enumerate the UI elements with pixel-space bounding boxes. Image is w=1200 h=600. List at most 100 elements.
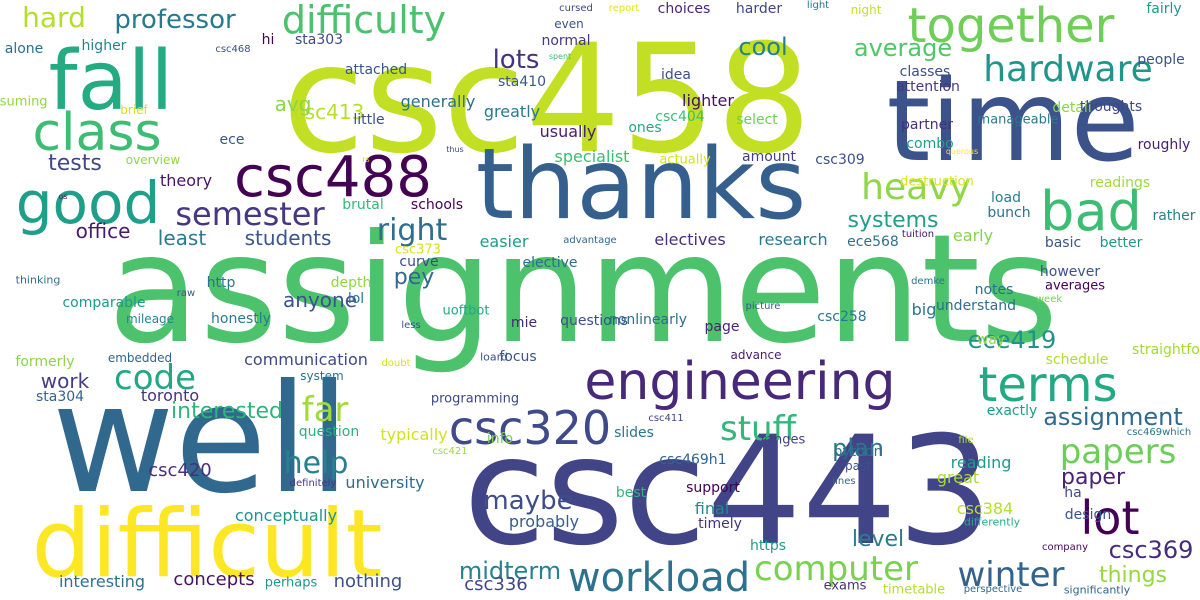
word-easier: easier bbox=[479, 232, 529, 251]
word-winter: winter bbox=[957, 555, 1065, 595]
word-time: time bbox=[886, 57, 1140, 187]
word-significantly: significantly bbox=[1063, 583, 1131, 597]
word-advantage: advantage bbox=[563, 235, 617, 246]
word-csc320: csc320 bbox=[448, 401, 612, 455]
word-people: people bbox=[1137, 52, 1185, 68]
word-ones: ones bbox=[628, 120, 662, 136]
word-university: university bbox=[345, 473, 425, 492]
word-rs: rs bbox=[362, 155, 370, 164]
word-even: even bbox=[554, 17, 584, 31]
word-destruction: destruction bbox=[900, 174, 974, 190]
word-differently: differently bbox=[963, 515, 1021, 529]
word-actually: actually bbox=[659, 152, 711, 168]
word-interesting: interesting bbox=[58, 572, 146, 591]
word-questions: questions bbox=[560, 313, 628, 329]
word-perspective: perspective bbox=[963, 584, 1023, 595]
word-classes: classes bbox=[899, 64, 951, 80]
word-detail: detail bbox=[1052, 100, 1092, 116]
word-theory: theory bbox=[159, 171, 213, 190]
word-students: students bbox=[244, 226, 332, 250]
word-notes: notes bbox=[974, 282, 1014, 298]
word-design: design bbox=[1064, 507, 1112, 523]
word-csc469h1: csc469h1 bbox=[659, 452, 727, 468]
word-bunch: bunch bbox=[987, 205, 1031, 221]
word-combo: combo bbox=[906, 136, 954, 152]
word-code: code bbox=[114, 358, 196, 398]
word-advance: advance bbox=[730, 348, 782, 362]
word-thus: thus bbox=[446, 145, 464, 154]
word-sta304: sta304 bbox=[35, 389, 85, 405]
word-csc258: csc258 bbox=[817, 309, 867, 325]
word-greatly: greatly bbox=[483, 102, 541, 121]
word-schedule: schedule bbox=[1045, 352, 1109, 368]
word-plan: plan bbox=[832, 434, 884, 462]
word-averages: averages bbox=[1045, 278, 1105, 294]
word-way: way bbox=[976, 332, 1006, 348]
word-research: research bbox=[758, 230, 828, 249]
word-cursed: cursed bbox=[559, 3, 593, 14]
word-heavy: heavy bbox=[861, 167, 971, 208]
word-difficult: difficult bbox=[31, 490, 383, 599]
word-querous: querous bbox=[945, 147, 979, 156]
word-mie: mie bbox=[510, 315, 538, 331]
word-embedded: embedded bbox=[107, 351, 173, 365]
word-info: info bbox=[486, 431, 514, 447]
word-mileage: mileage bbox=[125, 312, 175, 326]
word-csc404: csc404 bbox=[655, 109, 705, 125]
word-sta410: sta410 bbox=[497, 74, 547, 90]
word-right: right bbox=[376, 213, 448, 248]
word-together: together bbox=[907, 0, 1115, 54]
word-alone: alone bbox=[4, 41, 44, 57]
word-support: support bbox=[686, 480, 740, 496]
word-csc413: csc413 bbox=[293, 100, 365, 124]
word-idea: idea bbox=[661, 67, 691, 83]
word-system: system bbox=[300, 369, 344, 383]
word-class: class bbox=[32, 103, 162, 163]
word-roughly: roughly bbox=[1137, 137, 1191, 153]
word-nonlinearly: nonlinearly bbox=[608, 312, 688, 328]
word-csc411: csc411 bbox=[648, 413, 684, 424]
word-avg: avg bbox=[274, 92, 312, 116]
word-exams: exams bbox=[823, 578, 867, 594]
word-ece568: ece568 bbox=[847, 234, 899, 250]
word-good: good bbox=[15, 169, 161, 237]
word-loard: loard bbox=[480, 350, 508, 364]
word-ranges: ranges bbox=[760, 432, 806, 448]
word-far: far bbox=[301, 390, 349, 430]
word-demke: demke bbox=[911, 276, 945, 287]
word-definitely: definitely bbox=[289, 478, 337, 489]
word-timetable: timetable bbox=[882, 582, 946, 598]
word-better: better bbox=[1099, 235, 1143, 251]
word-understand: understand bbox=[935, 298, 1017, 314]
word-elective: elective bbox=[522, 255, 578, 271]
word-assignment: assignment bbox=[1043, 403, 1183, 431]
word-ha: ha bbox=[1064, 485, 1082, 501]
word-electives: electives bbox=[654, 230, 726, 249]
word-brutal: brutal bbox=[342, 197, 384, 213]
word-raw: raw bbox=[176, 288, 196, 299]
word-average: average bbox=[853, 34, 953, 62]
word-least: least bbox=[157, 226, 207, 250]
word-load: load bbox=[991, 190, 1021, 206]
word-attention: attention bbox=[896, 79, 960, 95]
word-csc373: csc373 bbox=[395, 242, 441, 258]
word-concepts: concepts bbox=[173, 569, 255, 590]
word-manageable: manageable bbox=[977, 112, 1059, 128]
word-lots: lots bbox=[492, 45, 540, 75]
word-light: light bbox=[806, 0, 830, 11]
word-perhaps: perhaps bbox=[264, 575, 318, 591]
word-lot: lot bbox=[1080, 491, 1140, 545]
word-engineering: engineering bbox=[584, 352, 896, 412]
word-focus: focus bbox=[499, 349, 537, 365]
word-ece: ece bbox=[219, 132, 245, 148]
word-semester: semester bbox=[175, 195, 325, 233]
word-rather: rather bbox=[1152, 208, 1196, 224]
word-conceptually: conceptually bbox=[234, 506, 338, 525]
word-difficulty: difficulty bbox=[281, 0, 447, 42]
word-straightforward: straightforward bbox=[1132, 342, 1200, 358]
word-csc369: csc369 bbox=[1108, 536, 1194, 564]
word-csc488: csc488 bbox=[234, 145, 432, 210]
word-maybe: maybe bbox=[483, 486, 573, 516]
word-lines: lines bbox=[832, 476, 856, 487]
